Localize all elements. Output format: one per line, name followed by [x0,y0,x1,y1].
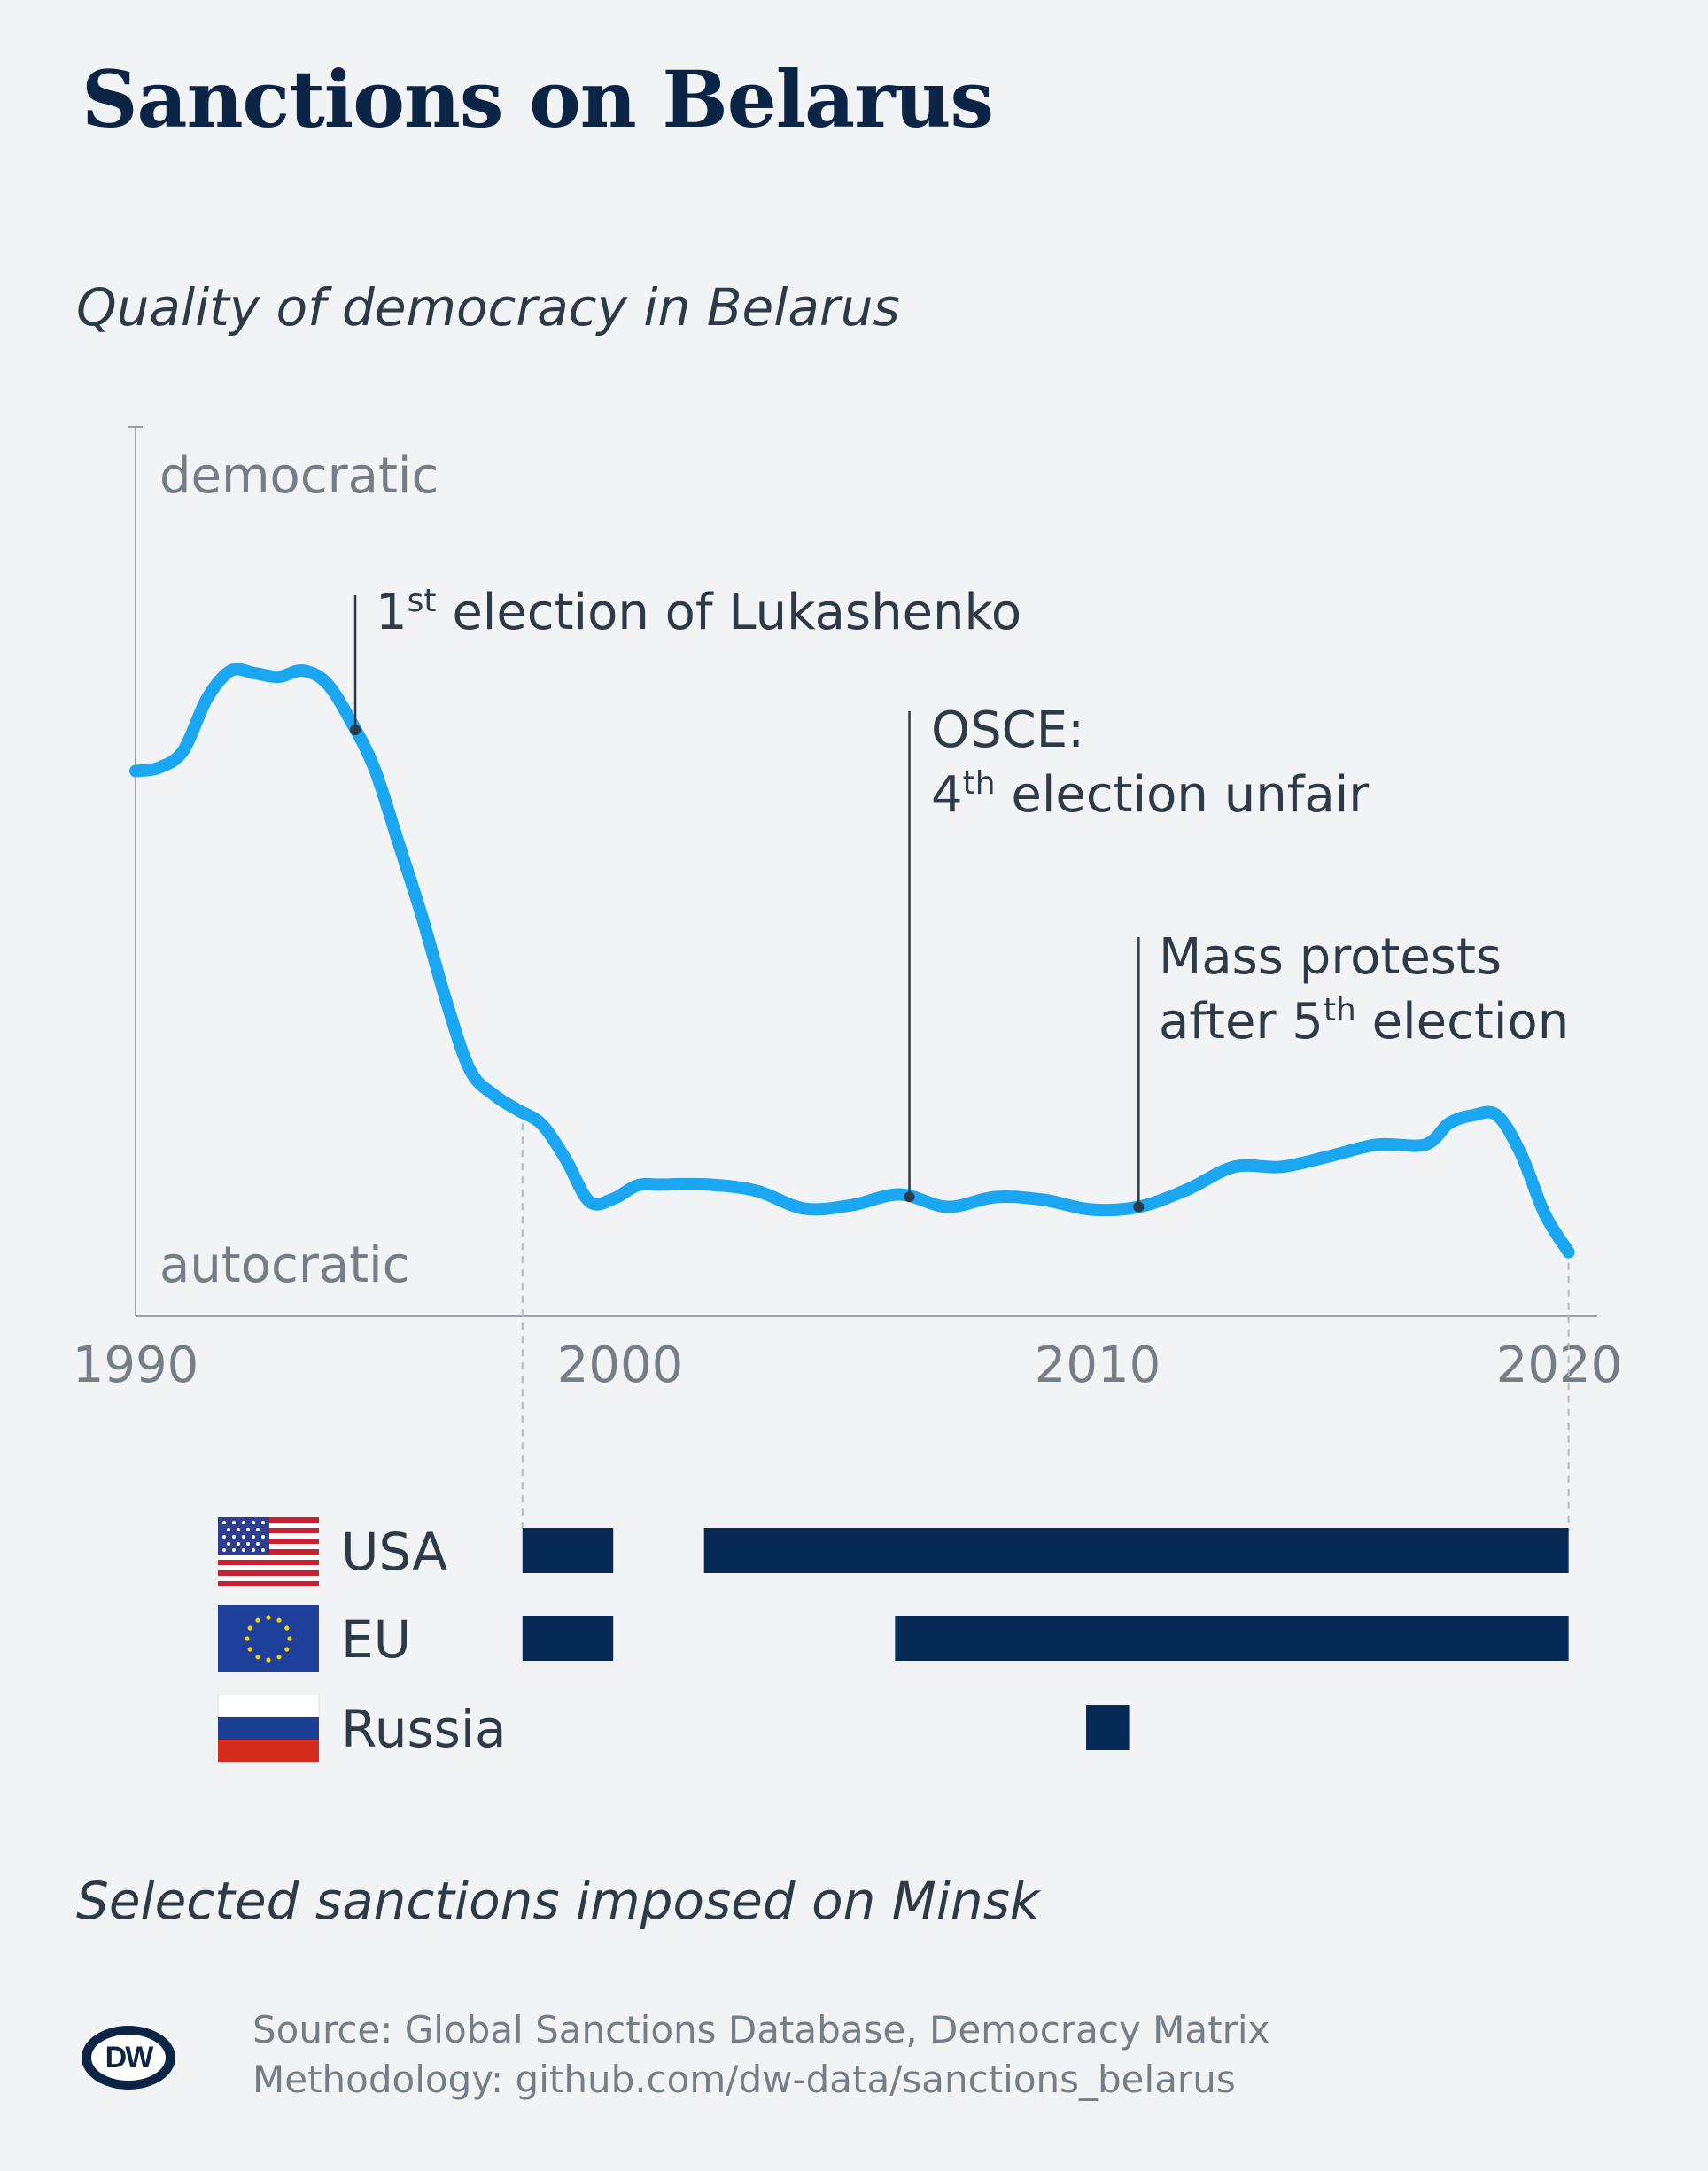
flag-russia-icon [217,1694,320,1762]
flag-eu-star [284,1625,290,1631]
annotation-dot-2 [1133,1201,1145,1213]
flag-usa-star [242,1548,245,1552]
sanction-bar-russia-0 [1086,1705,1130,1750]
flag-russia-red [218,1740,319,1762]
flag-eu-star [255,1655,260,1660]
flag-usa-white-5 [218,1565,319,1570]
flag-usa-star [261,1535,265,1539]
chart: democratic autocratic 1990 2000 2010 202… [73,426,1623,1762]
annotation-protests-rest: election [1356,993,1569,1051]
flag-eu-star [266,1615,271,1620]
flag-usa-star [261,1548,265,1552]
flag-usa-star [256,1542,260,1546]
annotation-label-osce-line2: 4th election unfair [931,765,1370,824]
flag-eu-stars [245,1615,292,1663]
flag-usa-stars [222,1521,265,1552]
y-axis: democratic autocratic [128,426,439,1316]
flag-usa-star [232,1548,236,1552]
flag-usa-white-4 [218,1555,319,1560]
flag-usa-star [246,1528,250,1531]
methodology-text: Methodology: github.com/dw-data/sanction… [252,2058,1236,2101]
legend-label-russia: Russia [341,1699,507,1759]
flag-usa-star [222,1535,226,1539]
annotation-label-protests-line2: after 5th election [1159,992,1569,1051]
flag-usa-star [227,1528,230,1531]
flag-usa-star [252,1521,255,1524]
flag-usa-star [232,1535,236,1539]
sanction-bar-eu-1 [895,1616,1569,1661]
flag-usa-stripe-5 [218,1560,319,1565]
sanctions-legend: USA EU Russia [217,1517,507,1762]
annotation-lukashenko-num: 1 [376,584,408,641]
annotation-dot-1 [904,1191,915,1203]
x-tick-2020: 2020 [1496,1337,1623,1394]
flag-usa-star [256,1528,260,1531]
flag-usa-star [252,1535,255,1539]
sanction-bars [522,1528,1569,1750]
flag-usa-icon [218,1517,319,1586]
annotation-osce-sup: th [963,765,996,802]
flag-eu-star [276,1617,282,1623]
flag-usa-star [222,1521,226,1524]
annotation-labels: 1st election of Lukashenko OSCE: 4th ele… [376,583,1569,1051]
dw-logo: DW [82,2026,175,2090]
flag-russia-blue [218,1717,319,1740]
flag-usa-star [237,1528,240,1531]
flag-usa-star [232,1521,236,1524]
legend-label-usa: USA [341,1522,447,1582]
flag-usa-star [261,1521,265,1524]
chart-subtitle: Quality of democracy in Belarus [76,277,900,337]
source-text: Source: Global Sanctions Database, Democ… [252,2008,1270,2051]
annotation-label-osce-line1: OSCE: [931,702,1084,759]
annotation-lukashenko-sup: st [408,583,437,619]
chart-title: Sanctions on Belarus [82,53,994,145]
flag-eu-star [287,1636,292,1641]
flag-usa-stripe-6 [218,1570,319,1576]
annotation-label-lukashenko: 1st election of Lukashenko [376,583,1021,641]
source-block: Source: Global Sanctions Database, Democ… [252,2005,1269,2105]
flag-usa-white-6 [218,1576,319,1581]
annotation-osce-rest: election unfair [996,766,1370,824]
flag-eu-star [245,1636,250,1641]
flag-usa-star [237,1542,240,1546]
annotations [350,595,1145,1213]
sanction-bar-usa-1 [703,1528,1569,1573]
dw-logo-text: DW [91,2035,166,2081]
flag-eu-star [247,1647,252,1652]
sanction-bar-eu-0 [522,1616,614,1661]
flag-usa-star [222,1548,226,1552]
flag-usa-star [252,1548,255,1552]
y-label-democratic: democratic [159,447,439,505]
flag-usa-star [242,1535,245,1539]
annotation-label-protests-line1: Mass protests [1159,928,1502,986]
x-tick-1990: 1990 [73,1337,199,1394]
flag-eu-icon [218,1605,319,1672]
x-tick-2010: 2010 [1035,1337,1161,1394]
guide-lines [521,1123,1570,1531]
legend-label-eu: EU [341,1609,411,1670]
flag-usa-star [227,1542,230,1546]
annotation-protests-num: after 5 [1159,993,1324,1051]
annotation-lukashenko-rest: election of Lukashenko [437,584,1022,641]
annotation-protests-sup: th [1324,992,1356,1028]
x-tick-2000: 2000 [557,1337,684,1394]
flag-eu-star [266,1657,271,1663]
flag-usa-star [246,1542,250,1546]
y-label-autocratic: autocratic [159,1237,409,1294]
flag-eu-star [276,1655,282,1660]
flag-eu-star [284,1647,290,1652]
chart-footnote: Selected sanctions imposed on Minsk [76,1871,1040,1931]
sanction-bar-usa-0 [522,1528,614,1573]
flag-usa-stripe-7 [218,1581,319,1586]
flag-eu-star [255,1617,260,1623]
annotation-osce-num: 4 [931,766,963,824]
flag-eu-star [247,1625,252,1631]
x-axis: 1990 2000 2010 2020 [73,1315,1623,1394]
flag-usa-star [242,1521,245,1524]
flag-russia-white [217,1694,320,1718]
democracy-line [129,663,1575,1259]
annotation-dot-0 [350,725,361,736]
